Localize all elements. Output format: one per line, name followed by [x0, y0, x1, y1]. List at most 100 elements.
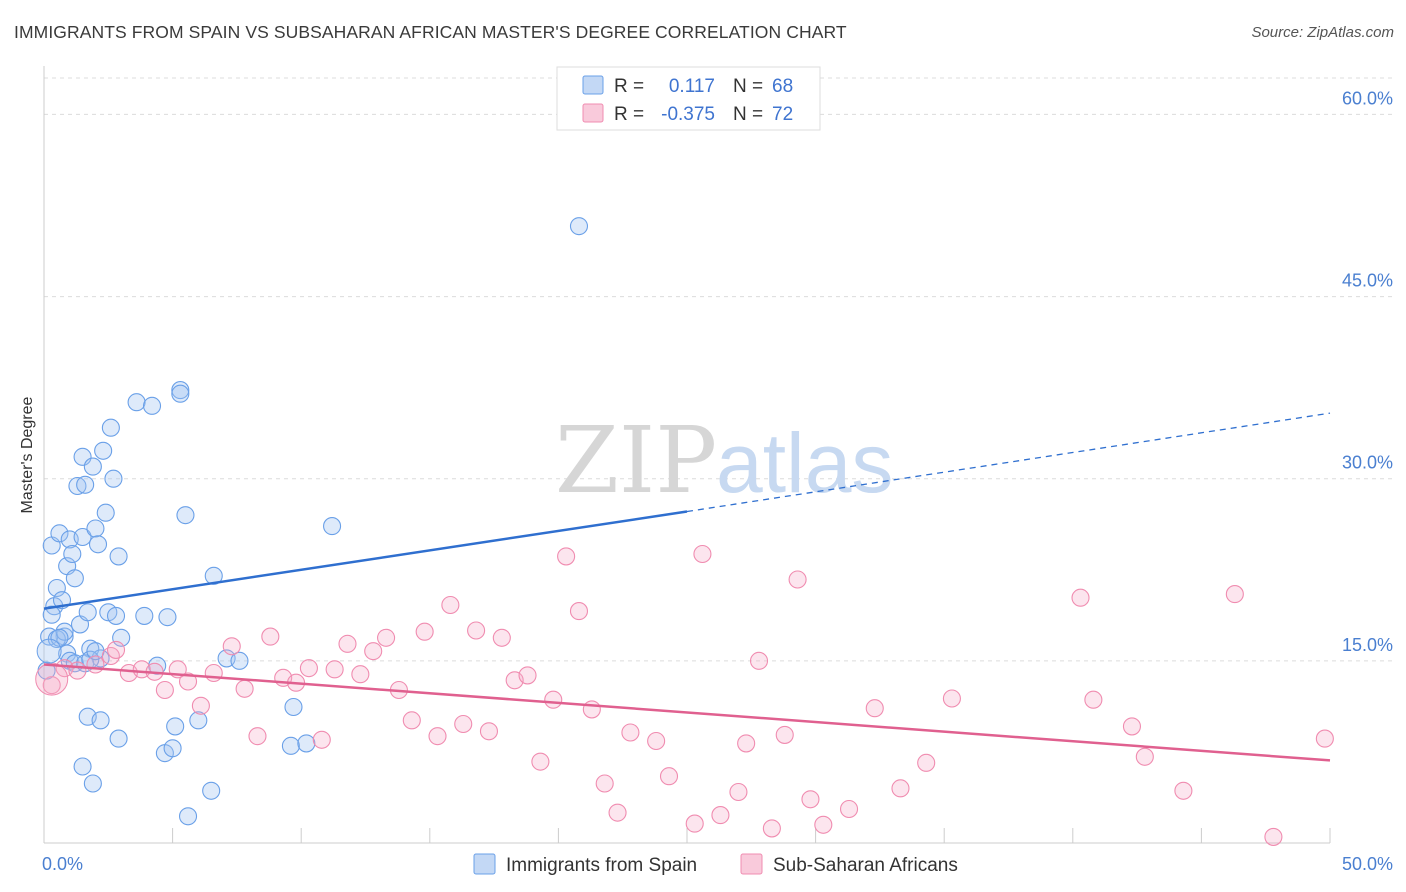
point-spain-62 — [323, 517, 342, 536]
point-subsaharan-44 — [608, 803, 627, 822]
point-spain-63 — [569, 217, 589, 236]
point-spain-30 — [135, 606, 154, 625]
point-subsaharan-42 — [582, 700, 601, 719]
y-tick-label-2: 45.0% — [1342, 271, 1393, 291]
point-subsaharan-48 — [685, 814, 704, 833]
point-subsaharan-11 — [178, 672, 198, 691]
trend-lines — [43, 412, 1331, 762]
point-subsaharan-5 — [106, 640, 126, 659]
axes — [43, 66, 1331, 844]
point-spain-57 — [73, 757, 92, 776]
tick-labels: 15.0% 30.0% 45.0% 60.0% 0.0% 50.0% — [42, 88, 1393, 874]
point-subsaharan-40 — [557, 547, 576, 566]
watermark-atlas: atlas — [716, 416, 893, 510]
point-subsaharan-33 — [467, 621, 486, 640]
point-spain-31 — [142, 396, 162, 415]
point-spain-28 — [112, 628, 131, 647]
point-subsaharan-39 — [544, 690, 563, 709]
trend-line-spain-projection — [686, 412, 1331, 513]
point-subsaharan-50 — [711, 806, 730, 825]
point-spain-49 — [91, 711, 110, 730]
point-subsaharan-17 — [261, 627, 280, 646]
point-subsaharan-12 — [191, 696, 210, 715]
point-spain-22 — [96, 503, 115, 522]
point-spain-2 — [47, 578, 66, 598]
chart-title: IMMIGRANTS FROM SPAIN VS SUBSAHARAN AFRI… — [14, 22, 847, 42]
point-spain-53 — [166, 717, 185, 736]
point-subsaharan-15 — [235, 679, 254, 698]
legend-r-value-2: -0.375 — [661, 104, 715, 125]
point-spain-17 — [83, 457, 102, 476]
point-subsaharan-49 — [693, 544, 712, 564]
point-subsaharan-large — [35, 662, 69, 696]
point-subsaharan-45 — [621, 723, 640, 742]
point-subsaharan-43 — [595, 774, 614, 793]
point-subsaharan-35 — [492, 628, 511, 647]
point-subsaharan-52 — [749, 651, 769, 670]
x-tick-label-0: 0.0% — [42, 854, 83, 874]
legend-n-value-1: 68 — [772, 76, 793, 97]
legend-box: R = 0.117 N = 68 R = -0.375 N = 72 — [556, 66, 821, 131]
bottom-legend-label-spain: Immigrants from Spain — [506, 855, 697, 876]
point-spain-50 — [109, 729, 128, 748]
legend-swatch-spain — [582, 75, 604, 95]
bottom-legend-label-subsaharan: Sub-Saharan Africans — [773, 855, 958, 876]
legend-n-label-1: N = — [733, 76, 763, 97]
point-spain-3 — [50, 524, 69, 543]
point-spain-52 — [163, 739, 182, 758]
point-subsaharan-30 — [428, 727, 447, 746]
point-subsaharan-63 — [1071, 588, 1090, 607]
point-subsaharan-26 — [377, 628, 396, 647]
point-subsaharan-59 — [865, 699, 884, 718]
point-subsaharan-9 — [155, 680, 174, 700]
point-subsaharan-23 — [338, 634, 357, 653]
legend-n-label-2: N = — [733, 104, 763, 125]
watermark: ZIP atlas — [555, 407, 893, 514]
legend-swatch-subsaharan — [582, 103, 604, 123]
y-tick-label-0: 15.0% — [1342, 635, 1393, 655]
point-subsaharan-25 — [364, 642, 383, 661]
point-spain-35 — [176, 506, 195, 525]
point-spain-12 — [73, 527, 92, 547]
point-subsaharan-21 — [312, 730, 331, 749]
data-points — [35, 217, 1334, 846]
point-spain-58 — [83, 774, 102, 793]
point-subsaharan-53 — [762, 819, 781, 838]
point-subsaharan-64 — [1084, 690, 1103, 709]
point-subsaharan-2 — [68, 661, 87, 680]
point-subsaharan-67 — [1174, 781, 1193, 800]
point-spain-60 — [281, 736, 300, 755]
point-spain-26 — [106, 606, 126, 625]
bottom-legend: Immigrants from Spain Sub-Saharan Africa… — [473, 853, 958, 876]
point-subsaharan-24 — [351, 665, 370, 684]
point-spain-21 — [94, 441, 113, 460]
bottom-legend-swatch-spain — [473, 853, 496, 875]
point-spain-42 — [58, 644, 77, 663]
point-subsaharan-3 — [86, 655, 105, 674]
legend-r-label-1: R = — [614, 76, 644, 97]
point-spain-29 — [127, 393, 146, 412]
point-subsaharan-0 — [42, 676, 61, 695]
point-subsaharan-41 — [569, 602, 589, 621]
point-subsaharan-32 — [454, 714, 473, 734]
legend-r-label-2: R = — [614, 104, 644, 125]
point-subsaharan-20 — [299, 659, 318, 678]
y-tick-label-3: 60.0% — [1342, 88, 1393, 108]
point-subsaharan-61 — [917, 753, 936, 772]
point-subsaharan-62 — [942, 689, 961, 708]
point-subsaharan-58 — [839, 799, 859, 819]
point-subsaharan-70 — [1315, 729, 1334, 748]
y-tick-label-1: 30.0% — [1342, 453, 1393, 473]
point-spain-36 — [204, 566, 223, 585]
point-spain-34 — [171, 384, 190, 403]
source-note: Source: ZipAtlas.com — [1251, 24, 1394, 41]
point-spain-15 — [78, 603, 97, 622]
point-subsaharan-22 — [325, 660, 344, 679]
point-subsaharan-31 — [441, 595, 460, 615]
point-subsaharan-60 — [891, 779, 910, 798]
point-spain-14 — [76, 475, 95, 494]
point-spain-27 — [109, 547, 128, 566]
point-subsaharan-37 — [518, 666, 537, 685]
point-spain-54 — [189, 711, 208, 730]
